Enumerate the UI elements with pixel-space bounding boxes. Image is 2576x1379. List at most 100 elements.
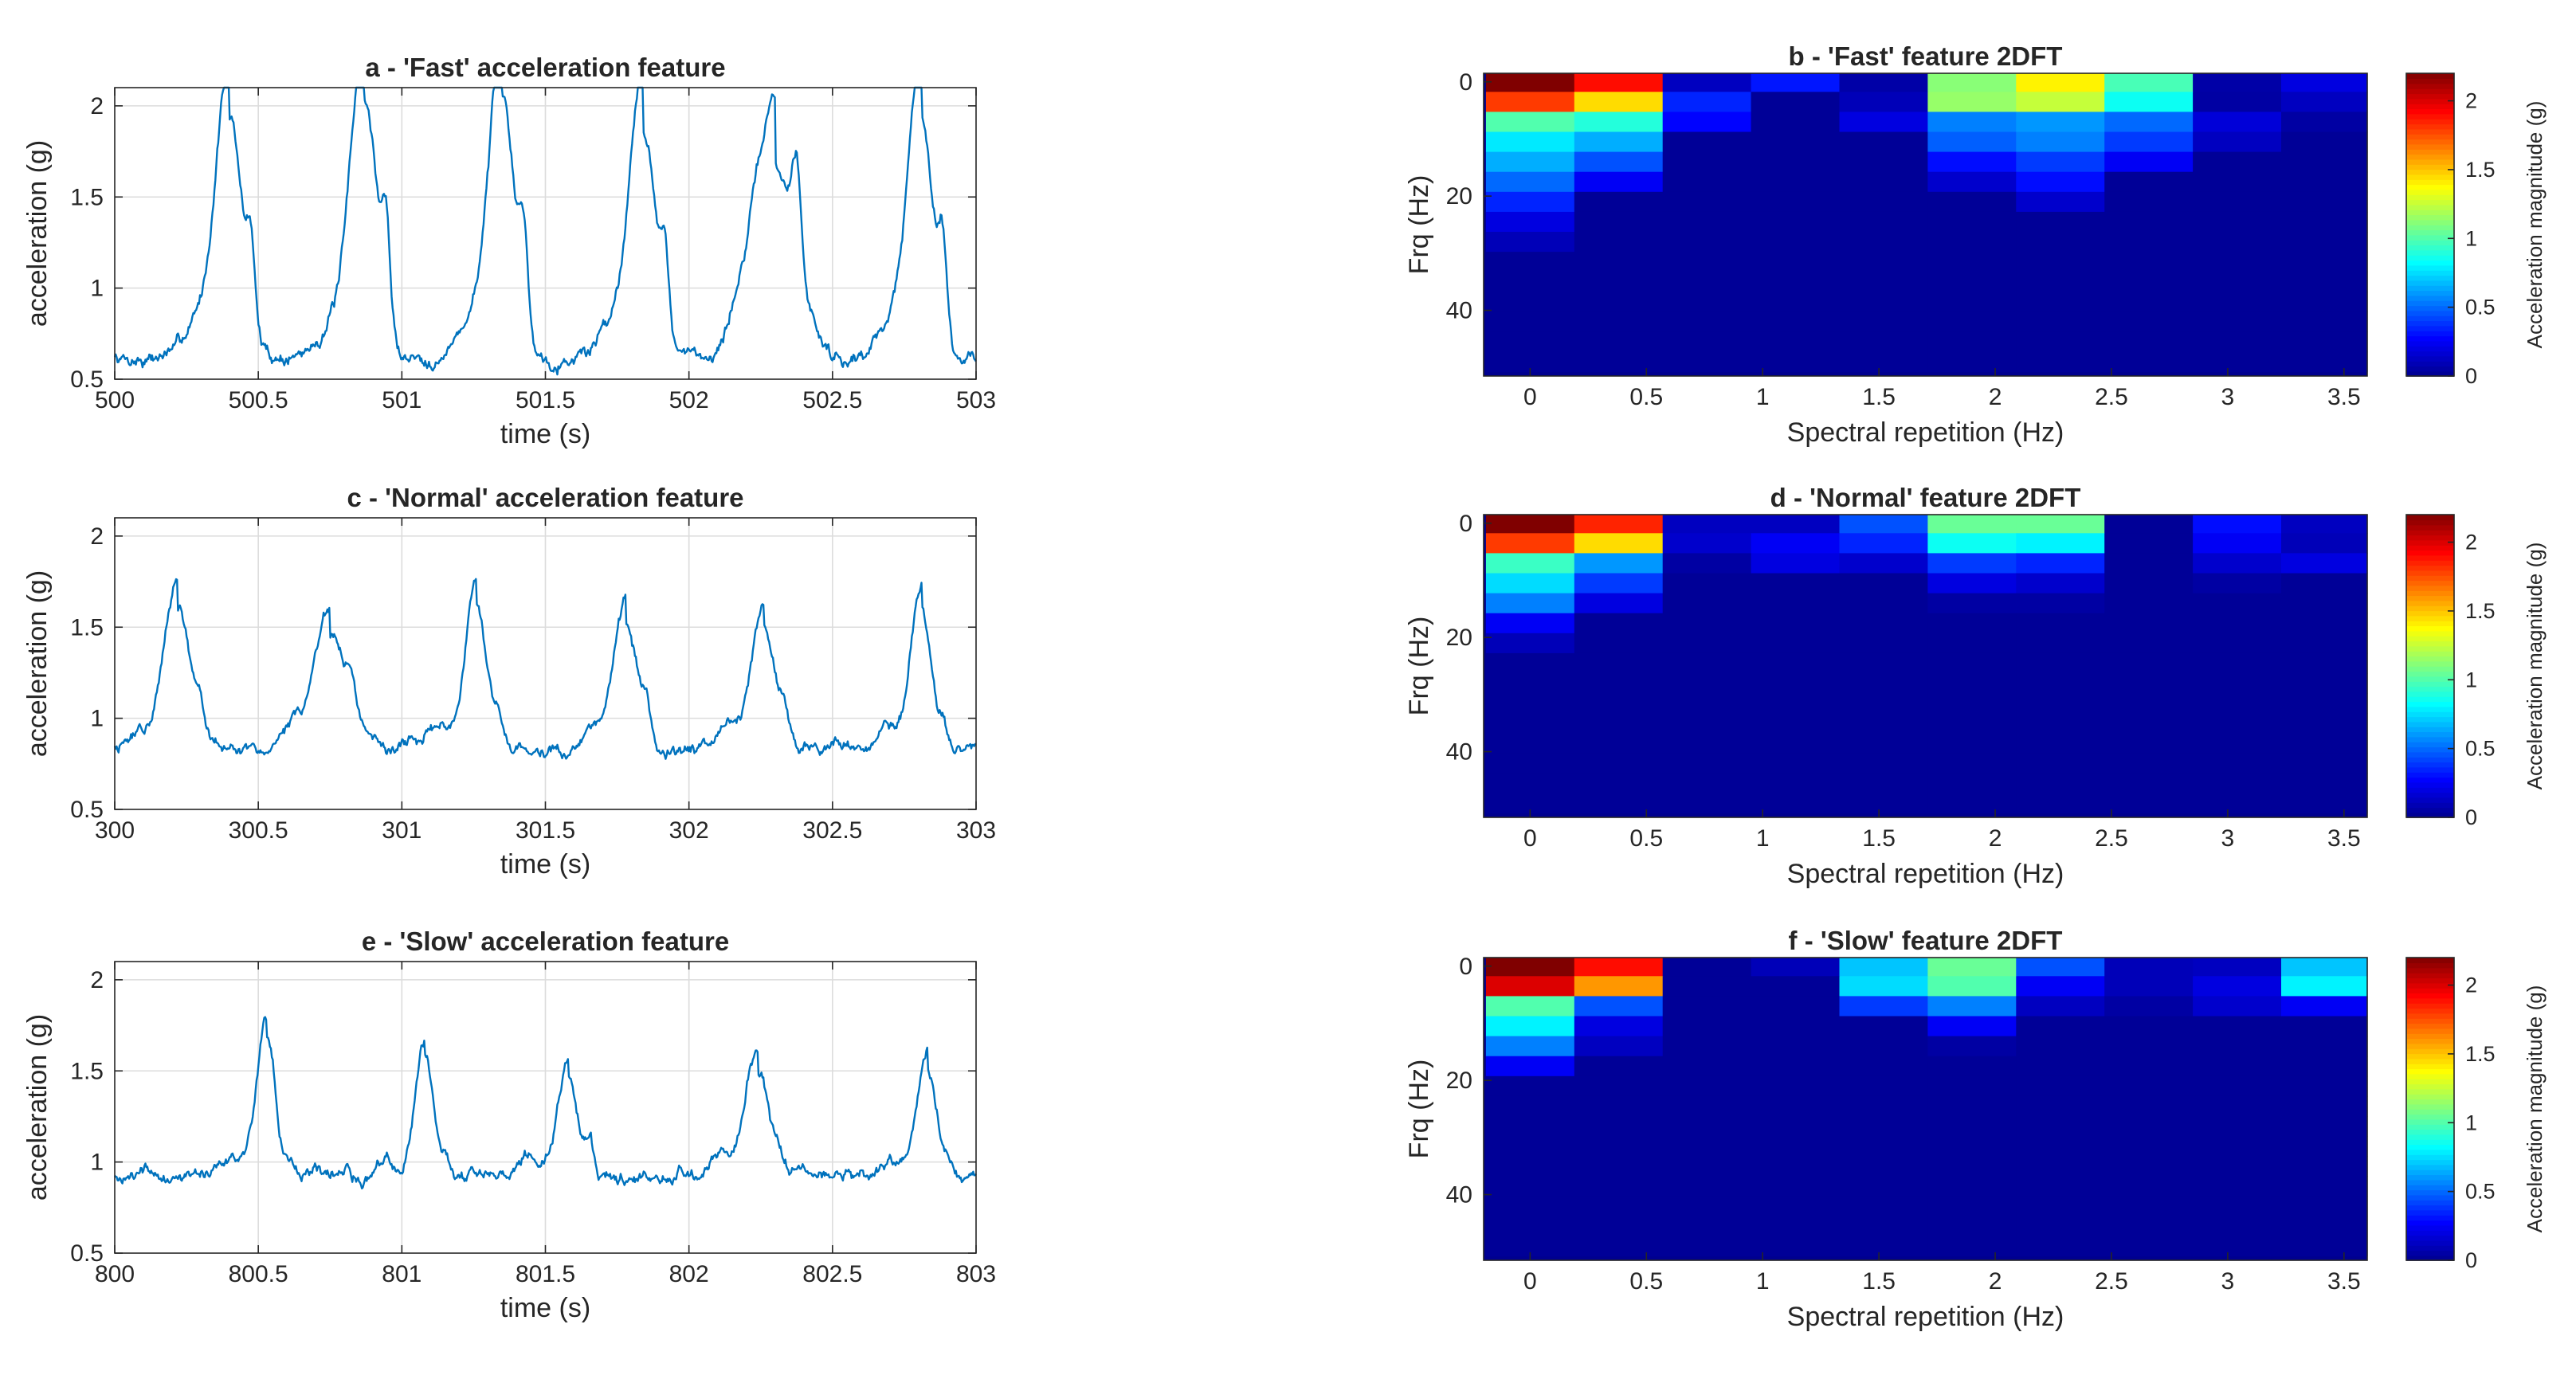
heatmap-cell xyxy=(2104,171,2194,193)
heatmap-cell xyxy=(1839,1116,1928,1137)
heatmap-cell xyxy=(2281,773,2368,794)
heatmap-cell xyxy=(1927,171,2017,193)
colorbar-tick-label: 0.5 xyxy=(2465,1180,2496,1204)
heatmap-cell xyxy=(1485,331,1575,353)
colorbar-segment xyxy=(2406,1179,2454,1185)
heatmap-cell xyxy=(1751,713,1841,734)
x-tick-label: 1.5 xyxy=(1862,1268,1896,1295)
heatmap-cell xyxy=(1751,573,1841,594)
heatmap-cell xyxy=(1485,593,1575,614)
heatmap-cell xyxy=(1662,311,1752,332)
heatmap-cell xyxy=(2104,211,2194,233)
heatmap-cell xyxy=(1485,131,1575,153)
heatmap-cell xyxy=(2281,92,2368,112)
heatmap-cell xyxy=(2016,793,2105,814)
colorbar-segment xyxy=(2406,346,2454,352)
heatmap-cell xyxy=(2281,733,2368,754)
colorbar-segment xyxy=(2406,1038,2454,1044)
colorbar-segment xyxy=(2406,625,2454,632)
heatmap-cell xyxy=(1751,1036,1841,1057)
heatmap-cell xyxy=(2016,515,2105,534)
x-tick-label: 501 xyxy=(382,387,421,413)
heatmap-cell xyxy=(2281,673,2368,694)
colorbar-segment xyxy=(2406,988,2454,994)
heatmap-cell xyxy=(1751,1116,1841,1137)
colorbar-segment xyxy=(2406,565,2454,571)
heatmap-cell xyxy=(2193,1136,2282,1157)
heatmap-cell xyxy=(1751,1056,1841,1077)
acceleration-trace xyxy=(114,1016,977,1189)
heatmap-cell xyxy=(2281,713,2368,734)
colorbar: 0 0.5 1 1.5 2 Acceleration magnitude (g) xyxy=(2405,957,2547,1272)
heatmap-cell xyxy=(1574,515,1664,534)
heatmap-cell xyxy=(2016,996,2105,1017)
x-tick-label: 3.5 xyxy=(2327,384,2361,410)
heatmap-cell xyxy=(1662,515,1752,534)
heatmap-cell xyxy=(2193,793,2282,814)
heatmap-cell xyxy=(1574,613,1664,634)
heatmap-cell xyxy=(1662,232,1752,253)
x-tick-label: 1.5 xyxy=(1862,825,1896,852)
heatmap-cell xyxy=(1751,515,1841,534)
heatmap-cell xyxy=(2281,272,2368,292)
heatmap-cell xyxy=(1574,673,1664,694)
colorbar-segment xyxy=(2406,570,2454,576)
x-axis-label: Spectral repetition (Hz) xyxy=(1787,1302,2064,1332)
heatmap-cell xyxy=(1485,1196,1575,1216)
heatmap-cell xyxy=(2104,272,2194,292)
colorbar-segment xyxy=(2406,1114,2454,1120)
heatmap-cell xyxy=(1485,211,1575,233)
acceleration-trace xyxy=(113,578,977,760)
colorbar-segment xyxy=(2406,1255,2454,1261)
colorbar-segment xyxy=(2406,696,2454,703)
colorbar-segment xyxy=(2406,691,2454,697)
heatmap-cell xyxy=(1839,73,1928,92)
heatmap-cell xyxy=(1839,515,1928,534)
heatmap-cell xyxy=(1839,693,1928,714)
heatmap-cell xyxy=(1839,613,1928,634)
heatmap-cell xyxy=(2016,1216,2105,1237)
colorbar-label: Acceleration magnitude (g) xyxy=(2523,985,2547,1233)
heatmap-cell xyxy=(1751,1236,1841,1257)
colorbar-segment xyxy=(2406,982,2454,989)
colorbar-segment xyxy=(2406,1023,2454,1029)
colorbar-segment xyxy=(2406,671,2454,677)
y-tick-label: 2 xyxy=(90,967,104,993)
colorbar-segment xyxy=(2406,1129,2454,1135)
heatmap-cell xyxy=(1574,1016,1664,1037)
heatmap-cell xyxy=(2193,996,2282,1017)
heatmap-cell xyxy=(1927,613,2017,634)
colorbar-segment xyxy=(2406,1068,2454,1075)
heatmap-cell xyxy=(2281,533,2368,554)
heatmap-cell xyxy=(1927,73,2017,92)
heatmap-cell xyxy=(1485,112,1575,133)
heatmap-cell xyxy=(1927,1036,2017,1057)
heatmap-cell xyxy=(2193,773,2282,794)
heatmap-cell xyxy=(1751,1156,1841,1177)
heatmap-cell xyxy=(1662,331,1752,353)
heatmap-cell xyxy=(2016,112,2105,133)
heatmap-cell xyxy=(2016,976,2105,997)
heatmap-cell xyxy=(2104,112,2194,133)
colorbar-segment xyxy=(2406,515,2454,521)
panel-a-line-chart: 500 500.5 501 501.5 502 502.5 503 0.5 1 1.5 2 a - '… xyxy=(22,53,996,449)
colorbar-segment xyxy=(2406,113,2454,119)
colorbar-segment xyxy=(2406,751,2454,758)
heatmap-cell xyxy=(1927,533,2017,554)
heatmap-cell xyxy=(1751,793,1841,814)
heatmap-cell xyxy=(1751,553,1841,574)
colorbar-tick-label: 1 xyxy=(2465,1111,2477,1134)
colorbar-segment xyxy=(2406,108,2454,115)
heatmap-cell xyxy=(1839,131,1928,153)
colorbar-segment xyxy=(2406,962,2454,969)
heatmap-cell xyxy=(1927,673,2017,694)
colorbar-tick-label: 0 xyxy=(2465,1248,2477,1272)
x-tick-label: 1 xyxy=(1756,1268,1770,1295)
colorbar-segment xyxy=(2406,128,2454,135)
y-tick-label: 1 xyxy=(90,1150,104,1176)
heatmap-cell xyxy=(2104,553,2194,574)
heatmap-cell xyxy=(2193,151,2282,173)
heatmap-cell xyxy=(2193,533,2282,554)
heatmap-cell xyxy=(1927,713,2017,734)
colorbar-segment xyxy=(2406,1200,2454,1206)
